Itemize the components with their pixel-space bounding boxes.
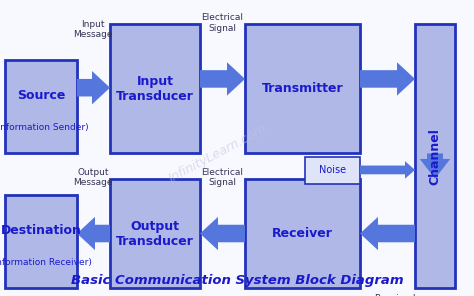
Text: Input
Message: Input Message — [73, 20, 113, 39]
Bar — [245, 179, 360, 288]
Polygon shape — [360, 217, 415, 250]
Text: Electrical
Signal: Electrical Signal — [201, 13, 243, 33]
Text: Basic Communication System Block Diagram: Basic Communication System Block Diagram — [71, 274, 403, 287]
Text: Input
Transducer: Input Transducer — [116, 75, 194, 103]
Text: Channel: Channel — [428, 128, 441, 185]
Text: Electrical
Signal: Electrical Signal — [201, 168, 243, 187]
Bar — [305, 157, 360, 184]
Text: Receiver: Receiver — [272, 227, 333, 240]
Polygon shape — [360, 62, 415, 96]
Polygon shape — [77, 217, 110, 250]
Polygon shape — [360, 161, 415, 179]
Text: Output
Message: Output Message — [73, 168, 113, 187]
Bar — [110, 179, 200, 288]
Bar — [5, 60, 77, 154]
Bar — [5, 195, 77, 288]
Text: Transmitter: Transmitter — [262, 82, 343, 95]
Bar — [415, 24, 455, 288]
Text: Destination: Destination — [0, 224, 82, 237]
Polygon shape — [420, 154, 450, 179]
Text: Noise: Noise — [319, 165, 346, 176]
Polygon shape — [200, 62, 245, 96]
Text: (Information Receiver): (Information Receiver) — [0, 258, 92, 267]
Text: Output
Transducer: Output Transducer — [116, 220, 194, 247]
Text: Received
Signal: Received Signal — [374, 294, 416, 296]
Text: Source: Source — [17, 89, 65, 102]
Polygon shape — [77, 71, 110, 104]
Bar — [245, 24, 360, 154]
Polygon shape — [200, 217, 245, 250]
Text: InfinityLearn.com: InfinityLearn.com — [167, 123, 269, 185]
Bar — [110, 24, 200, 154]
Text: (Information Sender): (Information Sender) — [0, 123, 88, 132]
